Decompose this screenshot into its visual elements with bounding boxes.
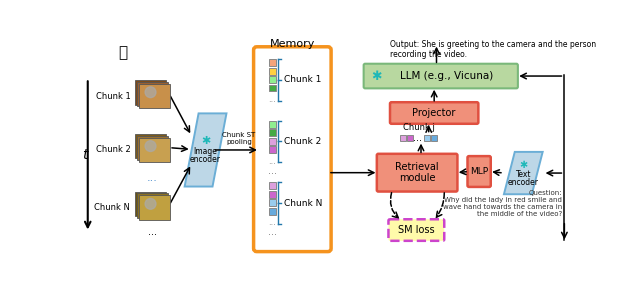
Text: encoder: encoder (190, 155, 221, 164)
Bar (269, 199, 276, 206)
Text: t: t (82, 148, 88, 162)
Text: Chunk 1: Chunk 1 (284, 75, 321, 84)
Polygon shape (504, 152, 543, 194)
Text: Retrieval
module: Retrieval module (396, 162, 439, 184)
Text: ...: ... (147, 173, 157, 184)
Bar (269, 182, 276, 189)
Bar (137, 194, 168, 218)
Bar (135, 134, 166, 158)
Text: ...: ... (268, 157, 276, 166)
Bar (269, 129, 276, 136)
Text: Question:
Why did the lady in red smile and
wave hand towards the camera in
the : Question: Why did the lady in red smile … (443, 190, 562, 217)
Text: Chunk 1: Chunk 1 (95, 92, 131, 100)
Circle shape (145, 87, 156, 98)
Bar (407, 135, 413, 141)
Text: Image: Image (194, 147, 218, 156)
FancyBboxPatch shape (253, 47, 331, 252)
Bar (135, 80, 166, 104)
Text: Memory: Memory (269, 39, 315, 49)
Bar (137, 82, 168, 106)
Bar (431, 135, 437, 141)
Text: Chunk 2: Chunk 2 (284, 137, 321, 146)
Polygon shape (184, 113, 227, 187)
Bar (269, 208, 276, 214)
Bar (269, 146, 276, 153)
Text: Chunk j: Chunk j (403, 123, 435, 132)
Text: encoder: encoder (508, 178, 539, 187)
Text: Chunk N: Chunk N (95, 203, 131, 212)
Text: Chunk ST
pooling: Chunk ST pooling (222, 132, 255, 145)
Bar (137, 136, 168, 160)
Text: ...: ... (148, 227, 157, 237)
Text: Output: She is greeting to the camera and the person
recording the video.: Output: She is greeting to the camera an… (390, 40, 596, 59)
Bar (139, 84, 170, 108)
Text: ✱: ✱ (201, 136, 210, 146)
FancyBboxPatch shape (388, 219, 444, 241)
Bar (269, 59, 276, 66)
Circle shape (145, 141, 156, 152)
Text: ...: ... (268, 166, 276, 176)
FancyBboxPatch shape (467, 156, 491, 187)
FancyBboxPatch shape (364, 64, 518, 88)
Text: ✱: ✱ (519, 160, 527, 170)
Bar (269, 121, 276, 128)
Bar (269, 191, 276, 198)
Text: ...: ... (268, 227, 276, 237)
Bar (135, 191, 166, 216)
FancyBboxPatch shape (377, 154, 458, 191)
Bar (400, 135, 406, 141)
Text: Chunk 2: Chunk 2 (95, 146, 131, 154)
Circle shape (145, 199, 156, 209)
Text: SM loss: SM loss (398, 225, 435, 235)
Bar (269, 76, 276, 83)
Text: Chunk N: Chunk N (284, 199, 323, 208)
Text: ...: ... (268, 218, 276, 227)
Text: Projector: Projector (413, 108, 456, 118)
Bar (139, 138, 170, 162)
Text: MLP: MLP (470, 167, 488, 176)
Text: ...: ... (413, 133, 422, 142)
FancyBboxPatch shape (390, 102, 478, 124)
Bar (269, 68, 276, 74)
Text: ...: ... (268, 95, 276, 104)
Text: LLM (e.g., Vicuna): LLM (e.g., Vicuna) (401, 71, 493, 81)
Bar (424, 135, 430, 141)
Bar (139, 195, 170, 220)
Bar (269, 85, 276, 92)
Text: 🎥: 🎥 (118, 45, 127, 60)
Bar (269, 138, 276, 145)
Text: Text: Text (516, 170, 531, 179)
Text: ✱: ✱ (371, 70, 381, 83)
